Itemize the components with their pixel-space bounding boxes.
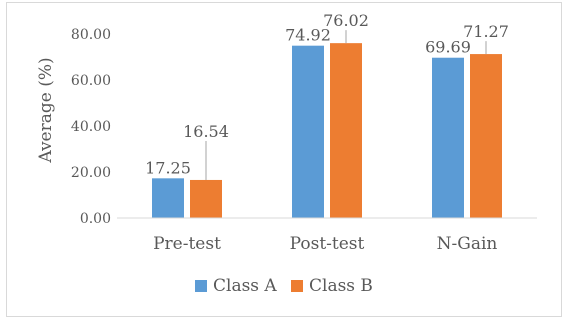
data-label: 17.25 xyxy=(145,158,191,177)
legend-label: Class B xyxy=(309,276,373,296)
data-label: 74.92 xyxy=(285,26,331,45)
x-category-label: Post-test xyxy=(290,234,365,254)
data-label: 16.54 xyxy=(183,122,229,141)
leader-lines xyxy=(205,30,487,180)
bar xyxy=(292,45,324,219)
data-label: 69.69 xyxy=(425,38,471,57)
y-tick-label: 20.00 xyxy=(71,165,111,181)
bar xyxy=(152,178,184,218)
bar xyxy=(432,57,464,219)
legend-swatch xyxy=(195,280,207,292)
x-category-label: Pre-test xyxy=(153,234,221,254)
y-tick-label: 80.00 xyxy=(71,27,111,43)
y-tick-label: 0.00 xyxy=(80,211,111,227)
data-label: 76.02 xyxy=(323,11,369,30)
bar-chart: Average (%) 0.00 20.00 40.00 60.00 80.00 17.… xyxy=(36,11,537,296)
x-axis-categories: Pre-test Post-test N-Gain xyxy=(153,234,497,254)
legend-swatch xyxy=(291,280,303,292)
bars xyxy=(152,43,502,219)
data-label: 71.27 xyxy=(463,22,509,41)
y-axis-ticks: 0.00 20.00 40.00 60.00 80.00 xyxy=(71,27,111,227)
bar xyxy=(470,54,502,219)
bar xyxy=(190,179,222,218)
chart-frame: Average (%) 0.00 20.00 40.00 60.00 80.00 17.… xyxy=(6,2,562,317)
x-category-label: N-Gain xyxy=(437,234,498,254)
legend-label: Class A xyxy=(213,276,277,296)
y-tick-label: 40.00 xyxy=(71,119,111,135)
bar xyxy=(330,43,362,219)
y-axis-title: Average (%) xyxy=(36,57,56,163)
legend: Class A Class B xyxy=(195,276,373,296)
y-tick-label: 60.00 xyxy=(71,73,111,89)
